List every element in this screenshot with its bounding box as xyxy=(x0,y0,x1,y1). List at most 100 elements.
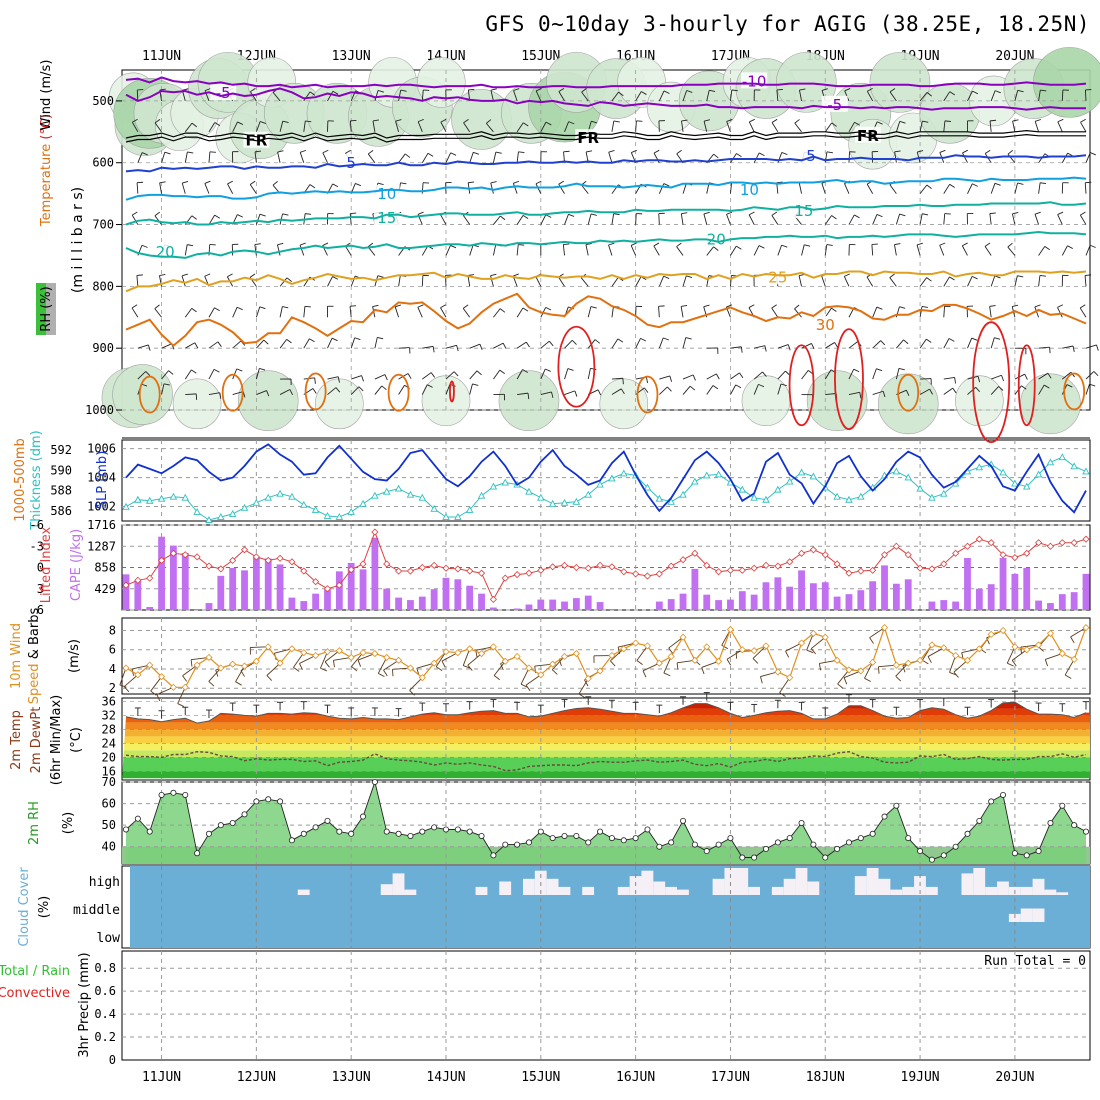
wind-barb-flag xyxy=(1049,347,1051,354)
lifted-index-marker xyxy=(833,560,841,568)
wind-barb-flag xyxy=(495,151,502,154)
thickness-marker xyxy=(584,490,592,498)
cape-bar xyxy=(466,585,474,610)
wind-barb-shaft xyxy=(658,183,665,194)
wind-barb-shaft xyxy=(299,655,316,664)
wind-barb-shaft xyxy=(462,308,471,318)
wind-barb-flag xyxy=(584,679,589,687)
wind-speed-marker xyxy=(169,683,177,691)
warm-contour xyxy=(897,373,920,412)
warm-contour xyxy=(972,321,1011,444)
rh-marker xyxy=(798,820,805,827)
wind-barb-flag xyxy=(810,648,817,655)
wind-barb-flag xyxy=(563,150,570,153)
wind-barb-flag xyxy=(994,337,1001,340)
wind-speed-marker xyxy=(809,629,817,637)
wind-barb-shaft xyxy=(440,121,447,133)
thickness-marker xyxy=(797,468,806,476)
wind-barb-flag xyxy=(322,242,329,246)
lifted-index-marker xyxy=(252,553,260,561)
cloud-high-block xyxy=(558,886,571,895)
warm-contour xyxy=(1017,344,1036,427)
rh-marker xyxy=(134,815,141,822)
wind-barb-flag xyxy=(989,305,996,307)
wind-barb-flag xyxy=(902,665,906,673)
wind-barb-flag xyxy=(1080,118,1086,123)
wind-barb-flag xyxy=(217,341,222,347)
wind-barb-flag xyxy=(500,215,506,221)
rh-marker xyxy=(478,832,485,839)
wind-barb-shaft xyxy=(967,386,977,395)
thickness-marker xyxy=(679,490,687,498)
wind-barb-flag xyxy=(994,90,1001,94)
lifted-index-marker xyxy=(288,558,296,566)
wind-barb-flag xyxy=(1040,182,1047,185)
wind-barb-shaft xyxy=(181,182,186,194)
rh-marker xyxy=(1000,791,1007,798)
thickness-marker xyxy=(975,463,984,471)
wind-speed-marker xyxy=(1046,629,1055,637)
wind-barb-shaft xyxy=(1085,152,1091,163)
thickness-marker xyxy=(857,492,865,500)
wind-barb-flag xyxy=(440,118,447,123)
thickness-marker xyxy=(382,487,391,495)
wind-barb-flag xyxy=(876,306,883,310)
wind-barb-flag xyxy=(1044,245,1050,251)
cape-bar xyxy=(845,594,853,610)
wind-barb-flag xyxy=(1067,245,1073,249)
wind-speed-marker xyxy=(288,645,296,653)
precip-tick-label: 0.8 xyxy=(94,961,116,975)
wind-barb-flag xyxy=(975,386,981,393)
wind-barb-flag xyxy=(631,149,638,154)
wind-barb-flag xyxy=(1034,304,1041,308)
wind-barb-flag xyxy=(545,368,551,372)
wind-barb-shaft xyxy=(848,391,860,395)
wind-barb-flag xyxy=(337,376,340,383)
rh-marker xyxy=(691,841,698,848)
wind-barb-flag xyxy=(799,88,806,91)
rh-cell xyxy=(877,373,939,435)
wind-barb-shaft xyxy=(1070,627,1087,638)
wind-barb-shaft xyxy=(611,277,619,287)
thickness-marker xyxy=(999,468,1007,476)
wind-speed-marker xyxy=(572,650,580,658)
rh-marker xyxy=(845,839,852,846)
cape-bar xyxy=(762,582,770,610)
wind10m-panel xyxy=(119,618,1090,707)
wind-barb-shaft xyxy=(748,214,755,225)
rh-marker xyxy=(407,832,414,839)
cape-tick-label: 1716 xyxy=(87,518,116,532)
wind-barb-shaft xyxy=(611,388,622,395)
wind-barb-shaft xyxy=(564,390,576,395)
wind-barb-shaft xyxy=(871,151,874,163)
wind-barb-shaft xyxy=(1061,245,1068,256)
wind-barb-shaft xyxy=(658,213,660,225)
wind-barb-shaft xyxy=(729,275,732,287)
rh-marker xyxy=(928,856,935,863)
rh-marker xyxy=(608,835,615,842)
rh-tick-label: 70 xyxy=(102,775,116,789)
rh-marker xyxy=(324,817,331,824)
wind-barb-shaft xyxy=(630,245,637,256)
wind-barb-flag xyxy=(1080,211,1086,216)
surface-warm-contours xyxy=(138,321,1086,444)
thickness-marker xyxy=(892,467,901,475)
lifted-index-marker xyxy=(359,560,367,568)
wind-barb-shaft xyxy=(137,152,143,163)
thickness-marker xyxy=(1058,453,1067,461)
wind-barb-shaft xyxy=(730,372,740,380)
cloud-high-block xyxy=(795,868,808,895)
wind-barb-shaft xyxy=(469,370,478,380)
wind-barb-shaft xyxy=(806,633,814,651)
wind-barb-flag xyxy=(499,308,506,313)
wind-speed-marker xyxy=(335,647,343,655)
cape-bar xyxy=(513,608,521,610)
slp-panel xyxy=(122,440,1090,523)
lifted-index-marker xyxy=(1058,539,1066,547)
wind-barb-shaft xyxy=(961,245,968,256)
wind-barb-flag xyxy=(686,275,693,279)
wind-barb-flag xyxy=(309,91,316,96)
wind-barb-flag xyxy=(400,182,407,185)
wind-barb-flag xyxy=(642,670,647,678)
cloud-panel xyxy=(130,866,1090,948)
